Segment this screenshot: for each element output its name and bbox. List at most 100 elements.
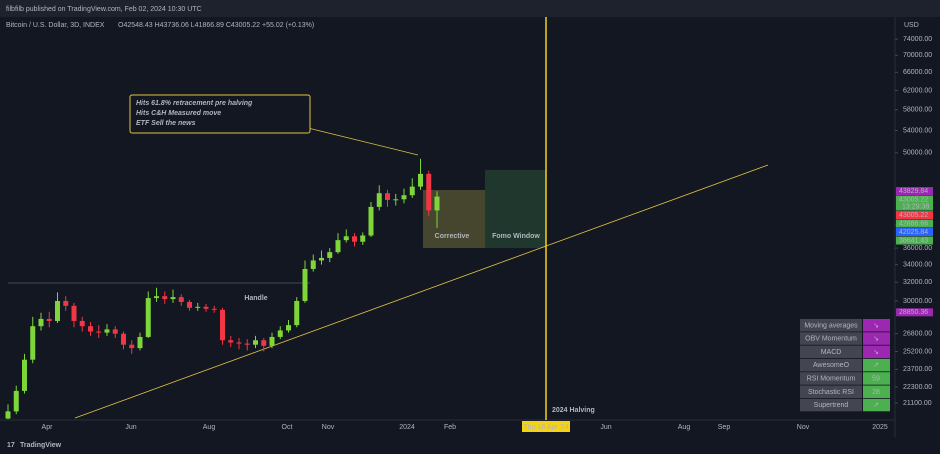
price-label-box: [896, 219, 933, 228]
price-sublabel: 13:29:38: [902, 203, 929, 210]
candle-body: [5, 411, 11, 419]
halving-date-box: [522, 421, 570, 432]
handle-label: Handle: [244, 295, 267, 302]
candle-body: [220, 309, 225, 341]
x-tick-label: Sep: [718, 424, 731, 431]
signal-name-cell: [800, 332, 862, 345]
candle-body: [121, 333, 126, 345]
signal-name: Stochastic RSI: [808, 389, 854, 396]
candle-body: [104, 329, 110, 333]
candle-body: [13, 390, 19, 412]
currency: USD: [904, 22, 919, 29]
y-tick-label: 36000.00: [903, 245, 932, 252]
candle-body: [261, 340, 267, 346]
candle-body: [343, 236, 349, 241]
signal-value-cell: [863, 372, 890, 385]
candle-body: [203, 306, 209, 309]
x-tick-label: Feb: [444, 424, 456, 431]
candle-body: [88, 326, 93, 332]
price-label: 38641.43: [899, 237, 928, 244]
annotation-text: Hits 61.8% retracement pre halving: [136, 100, 253, 107]
y-tick-label: 54000.00: [903, 127, 932, 134]
candle-body: [426, 173, 432, 211]
candle-body: [352, 236, 357, 242]
footer: [0, 437, 940, 454]
y-tick-label: 21100.00: [903, 400, 932, 407]
price-label: 43005.22: [899, 196, 928, 203]
signal-value-cell: [863, 332, 890, 345]
y-tick-label: 66000.00: [903, 69, 932, 76]
logo-icon: 17: [7, 442, 15, 449]
price-label-box: [896, 228, 933, 237]
candle-body: [46, 318, 52, 321]
candle-body: [96, 331, 102, 333]
candle-body: [145, 298, 151, 337]
y-tick-label: 34000.00: [903, 262, 932, 269]
x-tick-label: Nov: [322, 424, 335, 431]
annotation-text: Hits C&H Measured move: [136, 110, 221, 117]
price-label: 42025.84: [899, 229, 928, 236]
y-tick-label: 32000.00: [903, 279, 932, 286]
signal-value: ↗: [873, 362, 879, 369]
x-tick-label: Jun: [125, 424, 136, 431]
candle-body: [162, 296, 168, 300]
candle-body: [253, 340, 258, 345]
x-tick-label: Jun: [600, 424, 611, 431]
price-label: 43829.84: [899, 188, 928, 195]
top-bar: [0, 0, 940, 17]
trendline: [74, 164, 769, 419]
candle-body: [63, 300, 69, 306]
candle-body: [154, 296, 159, 299]
candle-body: [418, 173, 423, 187]
signal-name-cell: [800, 345, 862, 359]
signal-value-cell: [863, 358, 890, 372]
candle-body: [302, 268, 308, 301]
candle-body: [368, 206, 374, 236]
halving-label: 2024 Halving: [552, 407, 595, 414]
candle-body: [393, 199, 399, 201]
y-tick-label: 74000.00: [903, 36, 932, 43]
x-tick-label: Oct: [282, 424, 293, 431]
corrective-label: Corrective: [435, 233, 470, 240]
price-label: 43005.22: [899, 212, 928, 219]
price-label-box: [896, 187, 933, 196]
candle-body: [129, 344, 135, 349]
signal-value-cell: [863, 319, 890, 332]
signal-name: Moving averages: [804, 322, 858, 329]
candle-body: [277, 330, 283, 337]
signal-name-cell: [800, 319, 862, 332]
signal-value: ↘: [873, 349, 879, 356]
y-tick-label: 23700.00: [903, 366, 932, 373]
candle-body: [319, 257, 324, 261]
signal-value: 28: [872, 389, 880, 396]
signal-name: AwesomeO: [813, 362, 850, 369]
signal-value-cell: [863, 398, 890, 412]
annotation-box: [129, 94, 311, 134]
y-tick-label: 62000.00: [903, 87, 932, 94]
y-tick-label: 30000.00: [903, 298, 932, 305]
signal-name-cell: [800, 385, 862, 398]
candle-body: [286, 325, 291, 331]
signal-name: OBV Momentum: [805, 336, 857, 343]
candle-body: [137, 336, 143, 349]
annotation-text: ETF Sell the news: [136, 120, 196, 127]
candle-body: [178, 297, 184, 302]
price-label-box: [896, 236, 933, 245]
y-tick-label: 50000.00: [903, 150, 932, 157]
candle-body: [376, 193, 382, 207]
candle-body: [55, 300, 60, 321]
candle-body: [228, 340, 234, 343]
y-tick-label: 25200.00: [903, 348, 932, 355]
candle-body: [30, 326, 36, 360]
candle-body: [409, 186, 415, 196]
symbol: Bitcoin / U.S. Dollar, 3D, INDEX: [6, 22, 105, 29]
candle-body: [112, 329, 118, 334]
candle-body: [195, 306, 201, 308]
y-tick-label: 26800.00: [903, 331, 932, 338]
signal-name: RSI Momentum: [807, 376, 856, 383]
y-tick-label: 70000.00: [903, 52, 932, 59]
candle-body: [79, 320, 85, 327]
candle-body: [236, 342, 242, 344]
